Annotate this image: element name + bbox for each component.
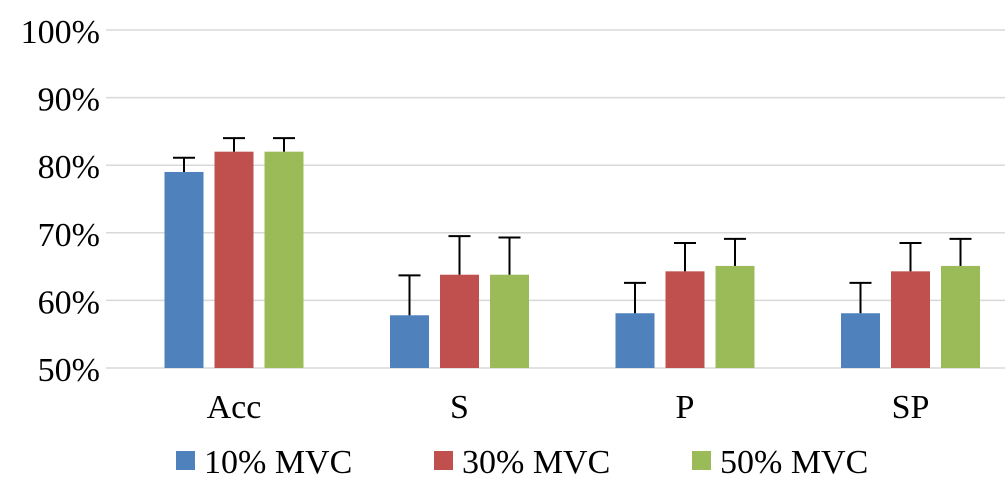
y-tick-label: 50% (38, 352, 100, 389)
legend-swatch (176, 451, 195, 470)
y-tick-label: 100% (21, 14, 100, 51)
y-tick-label: 80% (38, 149, 100, 186)
bar (941, 265, 980, 368)
bar (214, 151, 254, 368)
bar (665, 271, 705, 368)
bars (164, 151, 980, 368)
x-category-label: Acc (207, 389, 262, 426)
x-category-label: S (450, 389, 469, 426)
x-axis-category-labels: Acc S P SP (207, 389, 930, 426)
error-bars (173, 137, 972, 316)
legend-label: 50% MVC (720, 444, 868, 481)
legend-label: 30% MVC (462, 444, 610, 481)
y-tick-label: 70% (38, 217, 100, 254)
bar (841, 313, 880, 368)
bar (891, 271, 930, 368)
y-tick-label: 60% (38, 284, 100, 321)
legend-label: 10% MVC (204, 444, 352, 481)
bar (490, 274, 529, 368)
bar (390, 315, 429, 368)
bar (440, 274, 479, 368)
bar (615, 313, 655, 368)
bar (164, 171, 204, 368)
bar (264, 151, 304, 368)
legend-swatch (434, 451, 453, 470)
legend: 10% MVC 30% MVC 50% MVC (176, 444, 868, 481)
bar (715, 265, 755, 368)
y-axis-tick-labels: 50% 60% 70% 80% 90% 100% (21, 14, 100, 389)
legend-swatch (692, 451, 711, 470)
y-tick-label: 90% (38, 82, 100, 119)
x-category-label: P (676, 389, 695, 426)
x-category-label: SP (892, 389, 930, 426)
